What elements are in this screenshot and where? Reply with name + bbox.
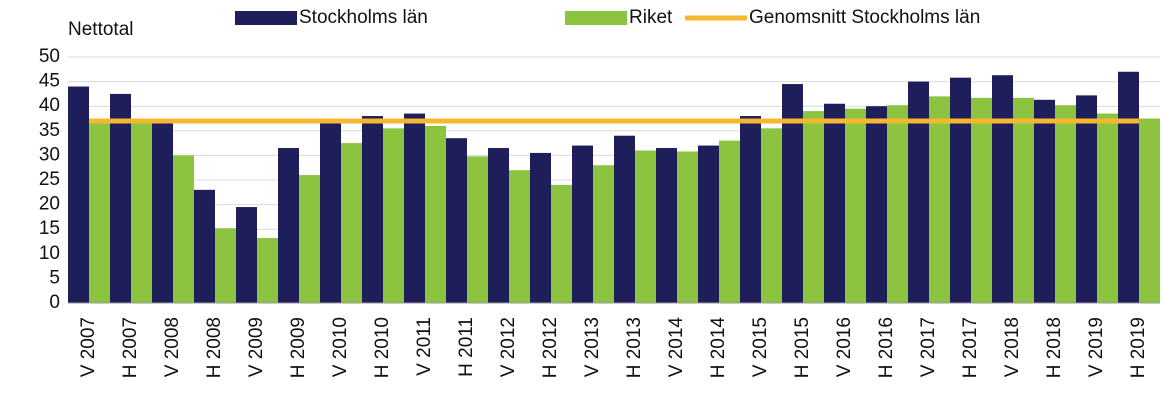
x-tick-label: H 2014 (708, 317, 729, 379)
y-tick-label: 5 (49, 267, 60, 288)
x-tick-label: V 2011 (414, 317, 435, 376)
bar (446, 138, 467, 303)
bar (971, 97, 992, 303)
bar (1013, 97, 1034, 303)
x-tick-label: V 2016 (834, 317, 855, 377)
x-tick-label: H 2017 (960, 317, 981, 378)
x-tick-label: V 2017 (918, 317, 939, 377)
bar (236, 207, 257, 303)
x-tick-label: V 2015 (750, 317, 771, 377)
x-tick-label: H 2009 (288, 317, 309, 378)
x-tick-label: V 2013 (582, 317, 603, 377)
bar (824, 103, 845, 304)
bar (1055, 105, 1076, 303)
bar (194, 189, 215, 303)
x-tick-label: H 2010 (372, 317, 393, 378)
legend-swatch (565, 11, 627, 25)
legend-label: Riket (629, 7, 673, 28)
bar (110, 93, 131, 304)
bar (887, 105, 908, 303)
x-tick-label: H 2008 (204, 317, 225, 378)
bar (488, 148, 509, 303)
bar (656, 148, 677, 303)
bar (698, 145, 719, 303)
y-tick-label: 30 (39, 144, 60, 165)
bar (152, 120, 173, 304)
bar (215, 228, 236, 303)
legend-label: Genomsnitt Stockholms län (749, 7, 980, 28)
x-tick-label: H 2019 (1128, 317, 1149, 378)
legend-swatch (235, 11, 297, 25)
x-tick-label: H 2007 (120, 317, 141, 378)
bar (866, 106, 887, 303)
bar (740, 116, 761, 303)
bar (719, 140, 740, 303)
bar (614, 135, 635, 303)
legend-label: Stockholms län (299, 7, 428, 28)
bar (635, 150, 656, 303)
bar (1118, 71, 1139, 303)
bar (362, 116, 383, 303)
bar (341, 143, 362, 303)
x-tick-label: V 2008 (162, 317, 183, 377)
bar (572, 145, 593, 303)
x-tick-label: H 2012 (540, 317, 561, 378)
bar (299, 175, 320, 303)
y-tick-label: 35 (39, 120, 60, 141)
bar (593, 165, 614, 303)
x-tick-label: V 2012 (498, 317, 519, 377)
x-tick-label: V 2010 (330, 317, 351, 377)
bar (992, 75, 1013, 303)
bar (173, 155, 194, 303)
bar (1076, 95, 1097, 303)
bar (845, 108, 866, 303)
bar (509, 170, 530, 303)
bar (530, 152, 551, 303)
y-tick-label: 40 (39, 95, 60, 116)
bar (1097, 113, 1118, 303)
bar (782, 84, 803, 303)
bar (89, 120, 110, 304)
bar (278, 148, 299, 303)
bar (257, 238, 278, 303)
bar (929, 96, 950, 303)
bar (677, 151, 698, 303)
y-tick-label: 0 (49, 292, 60, 313)
bar (68, 86, 89, 304)
y-axis-label: Nettotal (68, 19, 133, 40)
bar (1139, 118, 1160, 303)
y-tick-label: 25 (39, 169, 60, 190)
bar (404, 113, 425, 303)
bar (320, 120, 341, 304)
x-tick-label: V 2009 (246, 317, 267, 377)
bar (1034, 99, 1055, 303)
x-tick-label: H 2013 (624, 317, 645, 378)
x-tick-label: H 2015 (792, 317, 813, 378)
y-tick-label: 50 (39, 46, 60, 67)
x-tick-label: H 2018 (1044, 317, 1065, 378)
bar (950, 77, 971, 303)
bar (551, 184, 572, 303)
bar (131, 120, 152, 304)
x-tick-label: V 2014 (666, 317, 687, 378)
x-tick-label: H 2016 (876, 317, 897, 378)
x-tick-label: H 2011 (456, 317, 477, 377)
x-tick-label: V 2018 (1002, 317, 1023, 377)
y-tick-label: 10 (39, 243, 60, 264)
x-tick-label: V 2007 (78, 317, 99, 377)
bar (425, 125, 446, 303)
bar (383, 128, 404, 303)
bar (761, 128, 782, 303)
y-tick-label: 45 (39, 71, 60, 92)
x-tick-label: V 2019 (1086, 317, 1107, 377)
y-tick-label: 20 (39, 194, 60, 215)
bar (908, 81, 929, 303)
bar (467, 156, 488, 303)
bar (803, 111, 824, 304)
y-tick-label: 15 (39, 218, 60, 239)
